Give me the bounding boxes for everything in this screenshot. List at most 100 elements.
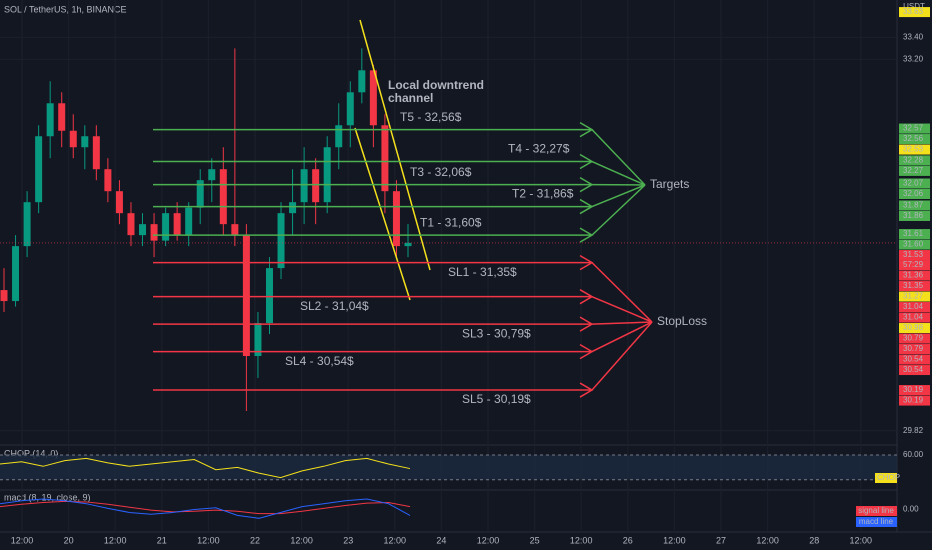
candle-body — [300, 169, 308, 203]
y-tick-label: 29.82 — [903, 426, 924, 435]
price-tag-label: 30.19 — [903, 385, 924, 394]
candle-body — [358, 70, 366, 93]
channel-line — [354, 127, 411, 301]
price-tag — [899, 312, 930, 323]
candle-body — [173, 213, 181, 236]
time-label: 12:00 — [570, 535, 593, 545]
legend-tag — [856, 506, 897, 516]
candle-body — [369, 70, 377, 126]
level-arrow — [579, 122, 594, 138]
price-tag-label: 30.54 — [903, 365, 924, 374]
price-tag-label: 32.53 — [903, 145, 924, 154]
time-label: 20 — [64, 535, 74, 545]
price-tag — [899, 7, 930, 18]
price-tag-label: 32.28 — [903, 156, 924, 165]
group-connector — [591, 321, 653, 391]
time-label: 12:00 — [197, 535, 220, 545]
time-label: 23 — [343, 535, 353, 545]
price-tag — [899, 354, 930, 365]
candle-body — [35, 136, 43, 203]
time-label: 12:00 — [756, 535, 779, 545]
price-tag-label: 33.63 — [903, 7, 924, 16]
level-arrow — [579, 227, 594, 243]
chop-line — [0, 457, 411, 479]
price-tag-label: 31.04 — [903, 313, 924, 322]
candle-body — [335, 125, 343, 148]
candle-body — [0, 290, 8, 302]
symbol-title: SOL / TetherUS, 1h, BINANCE — [4, 4, 127, 14]
legend-tag — [856, 517, 897, 527]
price-tag-label: 31.27 — [903, 292, 924, 301]
time-label: 27 — [716, 535, 726, 545]
level-label: T4 - 32,27$ — [508, 142, 570, 156]
level-label: SL3 - 30,79$ — [462, 326, 531, 340]
candle-body — [12, 246, 20, 302]
level-label: T1 - 31,60$ — [420, 215, 482, 229]
price-tag — [899, 229, 930, 240]
countdown-tag — [899, 260, 930, 271]
price-tag — [899, 270, 930, 281]
candle-body — [69, 130, 77, 148]
level-label: SL2 - 31,04$ — [300, 299, 369, 313]
price-tag — [899, 144, 930, 155]
group-connector — [591, 321, 653, 325]
time-label: 12:00 — [11, 535, 34, 545]
currency: USDT — [903, 2, 925, 11]
group-connector — [591, 184, 646, 208]
candle-body — [127, 213, 135, 236]
group-label: Targets — [650, 177, 689, 191]
channel-label: channel — [388, 91, 433, 105]
price-tag-label: 31.53 — [903, 250, 924, 259]
time-label: 12:00 — [104, 535, 127, 545]
price-tag-label: 31.04 — [903, 302, 924, 311]
price-tag — [899, 210, 930, 221]
time-label: 12:00 — [477, 535, 500, 545]
candle-body — [242, 235, 250, 356]
time-label: 12:00 — [290, 535, 313, 545]
candle-body — [219, 169, 227, 225]
price-tag-label: 32.27 — [903, 166, 924, 175]
candle-body — [58, 103, 66, 131]
price-tag — [899, 302, 930, 313]
price-tag — [899, 200, 930, 211]
price-tag — [899, 333, 930, 344]
price-tag-label: 32.56 — [903, 134, 924, 143]
candle-body — [312, 169, 320, 203]
price-tag-label: 32.06 — [903, 189, 924, 198]
level-arrow — [579, 198, 594, 215]
time-label: 21 — [157, 535, 167, 545]
price-tag-label: 30.98 — [903, 323, 924, 332]
candle-body — [23, 202, 31, 247]
candle-body — [289, 202, 297, 214]
group-connector — [591, 129, 646, 186]
candle-body — [381, 125, 389, 192]
candle-body — [150, 224, 158, 241]
chop-band — [0, 454, 897, 480]
level-label: SL4 - 30,54$ — [285, 354, 354, 368]
group-connector — [591, 295, 653, 323]
legend-label: signal line — [858, 506, 894, 515]
level-label: T5 - 32,56$ — [400, 110, 462, 124]
price-tag — [899, 155, 930, 166]
price-tag — [899, 344, 930, 355]
candle-body — [208, 169, 216, 181]
candle-body — [404, 242, 412, 247]
chop-tag — [875, 473, 897, 483]
price-tag-label: 31.61 — [903, 229, 924, 238]
level-arrow — [579, 382, 594, 398]
chop-tick-label: 60.00 — [903, 450, 924, 459]
time-label: 12:00 — [663, 535, 686, 545]
countdown: 57:29 — [903, 260, 924, 269]
price-tag — [899, 323, 930, 334]
price-tag — [899, 395, 930, 406]
time-label: 22 — [250, 535, 260, 545]
candle-body — [346, 92, 354, 126]
price-tag — [899, 291, 930, 302]
candle-body — [104, 169, 112, 192]
price-tag — [899, 178, 930, 189]
macd-title: macd (8, 19, close, 9) — [4, 492, 91, 502]
group-label: StopLoss — [657, 314, 707, 328]
time-label: 12:00 — [850, 535, 873, 545]
y-tick-label: 33.20 — [903, 54, 924, 63]
